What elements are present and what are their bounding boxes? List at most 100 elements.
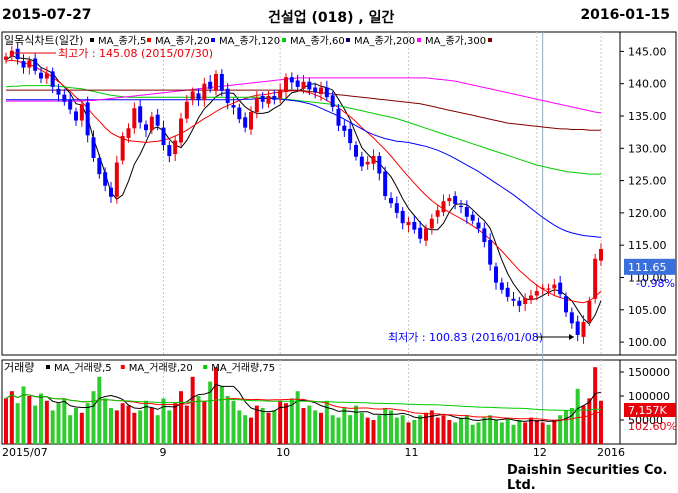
volume-bar <box>342 408 347 444</box>
volume-bar <box>243 415 248 444</box>
volume-bar <box>50 410 55 444</box>
volume-bar <box>21 386 26 444</box>
volume-bar <box>330 415 335 444</box>
candle-body <box>517 300 522 306</box>
candle-body <box>319 87 323 95</box>
candle-body <box>383 171 388 197</box>
volume-bar <box>4 398 8 444</box>
candle-body <box>284 77 288 93</box>
volume-bar <box>307 405 312 444</box>
candle-body <box>149 116 154 131</box>
volume-bar <box>482 417 487 444</box>
end-date: 2016-01-15 <box>580 7 670 23</box>
candle-body <box>260 95 265 102</box>
candle-body <box>534 291 539 296</box>
chart-header: 2015-07-27 건설업 (018) , 일간 2016-01-15 <box>0 0 678 30</box>
candle-body <box>278 90 283 98</box>
volume-bar <box>470 424 475 444</box>
candle-body <box>62 94 67 102</box>
volume-bar <box>260 408 265 444</box>
candle-body <box>324 87 329 98</box>
last-volume-label: 7,157K <box>628 404 667 417</box>
candle-body <box>394 203 399 213</box>
volume-bar <box>324 400 329 444</box>
volume-bar <box>599 400 603 444</box>
legend-swatch <box>147 38 151 42</box>
candle-body <box>371 156 376 164</box>
volume-bar <box>173 403 178 444</box>
low-annotation: 최저가 : 100.83 (2016/01/08) <box>388 331 543 344</box>
volume-bar <box>546 424 551 444</box>
volume-bar <box>459 417 463 444</box>
candle-body <box>365 161 370 165</box>
volume-bar <box>377 415 382 444</box>
candle-body <box>330 95 335 107</box>
volume-bar <box>138 410 143 444</box>
legend-swatch <box>211 38 215 42</box>
price-panel-frame <box>1 31 677 356</box>
volume-legend-swatch <box>120 365 125 369</box>
volume-legend-label: MA_거래량,5 <box>54 362 112 374</box>
volume-bar <box>266 412 271 444</box>
price-tick-label: 105.00 <box>628 304 667 317</box>
volume-bar <box>68 415 73 444</box>
volume-bar <box>155 415 160 444</box>
candle-body <box>488 240 493 265</box>
volume-bar <box>190 376 195 444</box>
volume-bar <box>44 400 49 444</box>
volume-tick-label: 100000 <box>628 390 670 403</box>
candle-body <box>155 114 160 126</box>
candle-body <box>179 118 183 143</box>
volume-bar <box>9 391 14 444</box>
volume-bar <box>418 415 423 444</box>
candle-body <box>529 295 533 301</box>
volume-bar <box>103 398 108 444</box>
candle-body <box>482 228 487 242</box>
legend-swatch <box>282 38 286 42</box>
candle-body <box>400 210 405 224</box>
legend-label: MA_종가,20 <box>155 35 210 47</box>
candle-body <box>295 80 300 87</box>
volume-bar <box>517 420 522 444</box>
start-date: 2015-07-27 <box>2 7 92 23</box>
price-tick-label: 120.00 <box>628 207 667 220</box>
volume-bar <box>85 403 90 444</box>
last-price-label: 111.65 <box>628 261 667 274</box>
volume-ma-line <box>5 383 602 422</box>
candle-body <box>132 108 137 129</box>
candle-body <box>552 284 557 289</box>
candle-body <box>581 322 586 337</box>
volume-bar <box>424 412 428 444</box>
candle-body <box>91 137 96 158</box>
candle-body <box>109 187 113 197</box>
volume-bar <box>441 415 446 444</box>
last-volume-box <box>624 403 676 417</box>
volume-bar <box>511 424 516 444</box>
candle-body <box>27 60 32 68</box>
candle-body <box>575 321 580 335</box>
candle-body <box>231 104 236 108</box>
price-tick-label: 145.00 <box>628 45 667 58</box>
volume-bar <box>494 420 498 444</box>
volume-bar <box>558 415 563 444</box>
volume-bar <box>196 396 201 444</box>
volume-legend-swatch <box>46 365 50 369</box>
candle-body <box>424 228 428 241</box>
candle-body <box>348 128 353 144</box>
volume-bar <box>184 405 189 444</box>
volume-panel-title: 거래량 <box>4 361 34 374</box>
candle-body <box>447 198 452 202</box>
candle-body <box>342 125 347 131</box>
volume-bar <box>167 410 172 444</box>
volume-bar <box>15 403 20 444</box>
volume-bar <box>406 422 411 444</box>
high-annotation: 최고가 : 145.08 (2015/07/30) <box>58 47 213 60</box>
candle-body <box>74 111 78 121</box>
ma-line <box>6 98 602 238</box>
price-tick-label: 135.00 <box>628 110 667 123</box>
legend-label: MA_종가,300 <box>425 35 486 47</box>
candle-body <box>476 222 481 229</box>
volume-bar <box>371 420 376 444</box>
candle-body <box>254 97 259 113</box>
